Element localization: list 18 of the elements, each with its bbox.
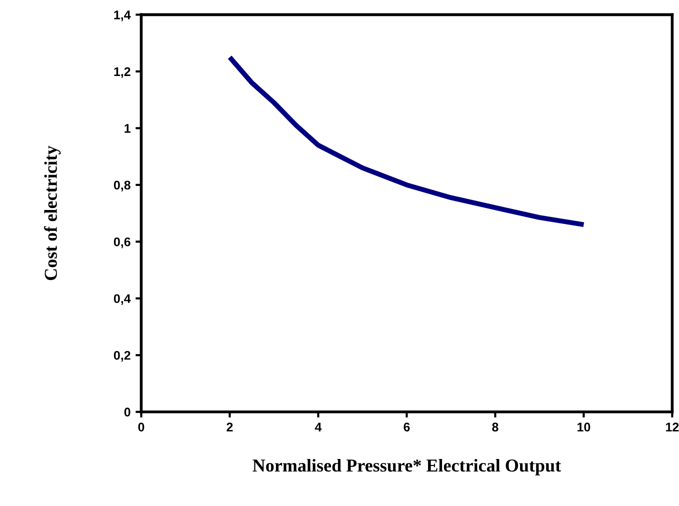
y-tick-label: 0,6 <box>114 237 130 248</box>
y-tick-label: 1 <box>124 124 130 133</box>
x-tick-label: 10 <box>578 422 590 432</box>
x-tick-label: 2 <box>226 422 233 432</box>
y-tick-label: 1,4 <box>114 10 131 22</box>
y-tick-label: 0 <box>124 408 130 417</box>
y-tick-label: 0,2 <box>114 350 130 362</box>
x-tick-label: 8 <box>492 422 498 432</box>
y-tick-label: 1,2 <box>114 67 130 78</box>
y-tick-label: 0,4 <box>114 294 131 305</box>
x-axis-title: Normalised Pressure* Electrical Output <box>252 458 562 476</box>
y-tick-label: 0,8 <box>114 180 130 192</box>
x-tick-label: 4 <box>314 422 322 432</box>
y-axis-title: Cost of electricity <box>44 146 61 280</box>
x-tick-label: 12 <box>666 422 679 432</box>
x-tick-label: 6 <box>404 422 410 432</box>
line-series <box>227 54 586 228</box>
x-tick-label: 0 <box>138 422 144 432</box>
